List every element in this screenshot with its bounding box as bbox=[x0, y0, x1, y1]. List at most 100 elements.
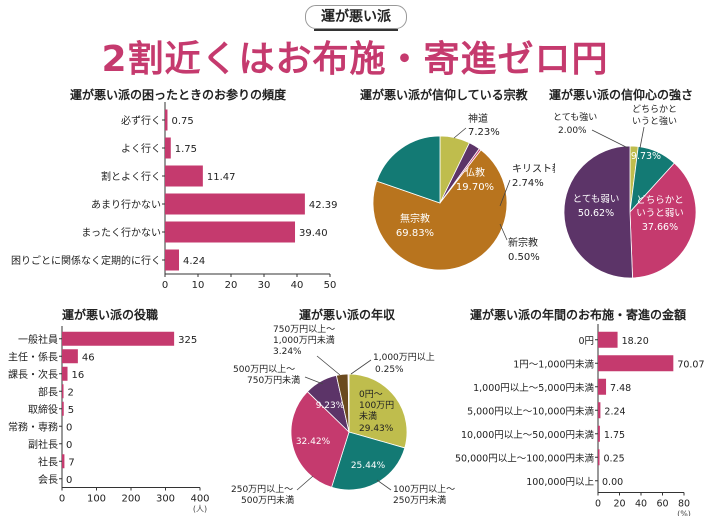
position-x-tick-label: 0 bbox=[59, 494, 65, 505]
donation-bar bbox=[598, 449, 600, 466]
faith-slice bbox=[629, 162, 697, 279]
donation-bar bbox=[598, 425, 600, 442]
income-value-750: 3.24% bbox=[273, 347, 302, 357]
faith-label-very-strong: とても強い bbox=[553, 111, 597, 123]
faith-label-weak-1: どちらかと bbox=[636, 195, 684, 206]
position-bar bbox=[62, 384, 64, 399]
income-label-250-1: 250万円以上〜 bbox=[231, 484, 293, 495]
position-unit-label: (人) bbox=[193, 505, 207, 514]
donation-category-label: 1,000円以上〜5,000円未満 bbox=[473, 382, 594, 394]
faith-leader-strong bbox=[639, 126, 645, 149]
position-x-tick-label: 100 bbox=[87, 494, 106, 505]
faith-label-weak-2: いうと弱い bbox=[636, 208, 684, 219]
income-label-1000: 1,000万円以上 bbox=[373, 352, 435, 363]
visit-value-label: 4.24 bbox=[183, 256, 205, 267]
position-value-label: 7 bbox=[68, 457, 74, 468]
religion-label-buddhism: 仏教 bbox=[465, 166, 485, 179]
visit-category-label: あまり行かない bbox=[91, 198, 161, 211]
income-slice bbox=[348, 373, 408, 449]
position-bar bbox=[62, 349, 78, 364]
donation-x-tick-label: 60 bbox=[656, 499, 668, 510]
position-bar bbox=[62, 454, 65, 469]
position-bar bbox=[62, 331, 175, 346]
income-label-100-1: 100万円以上〜 bbox=[393, 484, 455, 495]
position-chart: 一般社員 325 主任・係長 46 課長・次長 16 部長 2 取締役 5 常務・専務 0 副社長 0 社長… bbox=[8, 326, 210, 514]
income-leader-750 bbox=[316, 355, 341, 376]
donation-category-label: 0円 bbox=[578, 336, 594, 347]
religion-value-shinto: 7.23% bbox=[468, 127, 500, 138]
position-category-label: 課長・次長 bbox=[8, 368, 58, 381]
religion-label-shinto: 神道 bbox=[468, 112, 488, 125]
visit-unit-label: (%) bbox=[323, 291, 337, 292]
faith-value-very-weak: 50.62% bbox=[578, 208, 614, 219]
income-slice bbox=[290, 390, 350, 488]
faith-pie-chart: とても強い2.00%どちらかというと強い9.73%どちらかというと弱い37.66… bbox=[553, 104, 697, 279]
income-value-1000: 0.25% bbox=[375, 365, 404, 375]
religion-label-new: 新宗教 bbox=[508, 236, 538, 249]
donation-category-label: 50,000円以上〜100,000円未満 bbox=[455, 452, 595, 464]
donation-x-tick-label: 0 bbox=[595, 499, 601, 510]
donation-x-tick-label: 80 bbox=[678, 499, 690, 510]
visit-value-label: 0.75 bbox=[171, 116, 193, 127]
income-label-0-1: 0円〜 bbox=[359, 389, 383, 400]
faith-chart-title: 運が悪い派の信仰心の強さ bbox=[549, 88, 694, 102]
visit-bar bbox=[165, 165, 203, 187]
visit-value-label: 42.39 bbox=[309, 200, 338, 211]
income-value-250: 32.42% bbox=[296, 437, 331, 447]
header-banner: 運が悪い派 2割近くはお布施・寄進ゼロ円 bbox=[0, 0, 710, 82]
faith-value-strong: 9.73% bbox=[631, 151, 661, 162]
donation-value-label: 1.75 bbox=[604, 430, 625, 441]
visit-x-tick-label: 0 bbox=[162, 280, 168, 291]
position-value-label: 46 bbox=[82, 352, 95, 363]
position-category-label: 社長 bbox=[38, 455, 58, 468]
income-slice bbox=[331, 431, 406, 491]
income-value-500: 9.23% bbox=[316, 401, 345, 411]
donation-value-label: 2.24 bbox=[604, 406, 625, 417]
position-value-label: 325 bbox=[178, 335, 197, 346]
donation-x-tick-label: 20 bbox=[613, 499, 625, 510]
visit-bar bbox=[165, 137, 171, 159]
income-chart-title: 運が悪い派の年収 bbox=[299, 308, 396, 322]
visit-category-label: 必ず行く bbox=[121, 114, 161, 127]
visit-x-tick-label: 20 bbox=[225, 280, 238, 291]
position-category-label: 取締役 bbox=[28, 403, 58, 416]
religion-slice bbox=[372, 149, 508, 271]
religion-slice bbox=[376, 135, 441, 204]
income-label-0-3: 未満 bbox=[359, 410, 377, 422]
position-chart-title: 運が悪い派の役職 bbox=[62, 308, 159, 322]
position-value-label: 16 bbox=[72, 370, 85, 381]
income-slice bbox=[347, 373, 350, 433]
income-label-750-1: 750万円以上〜 bbox=[273, 324, 335, 335]
donation-value-label: 7.48 bbox=[610, 383, 631, 394]
donation-unit-label: (%) bbox=[677, 510, 691, 516]
income-label-250-2: 500万円未満 bbox=[241, 494, 294, 506]
donation-bar bbox=[598, 402, 601, 419]
position-x-tick-label: 400 bbox=[190, 494, 209, 505]
visit-chart-title: 運が悪い派の困ったときのお参りの頻度 bbox=[70, 88, 287, 102]
visit-bar bbox=[165, 193, 305, 215]
donation-x-tick-label: 40 bbox=[635, 499, 647, 510]
donation-bar bbox=[598, 331, 618, 348]
position-value-label: 0 bbox=[66, 440, 72, 451]
income-label-750-2: 1,000万円未満 bbox=[273, 334, 335, 346]
visit-category-label: まったく行かない bbox=[81, 226, 161, 239]
visit-x-tick-label: 30 bbox=[258, 280, 271, 291]
faith-slice bbox=[563, 145, 633, 279]
donation-category-label: 1円〜1,000円未満 bbox=[513, 358, 594, 370]
headline: 2割近くはお布施・寄進ゼロ円 bbox=[101, 39, 609, 80]
donation-chart-title: 運が悪い派の年間のお布施・寄進の金額 bbox=[470, 308, 687, 322]
visit-bar bbox=[165, 109, 168, 131]
header-badge: 運が悪い派 bbox=[305, 5, 407, 31]
donation-category-label: 10,000円以上〜50,000円未満 bbox=[461, 429, 594, 441]
religion-leader-new bbox=[499, 223, 508, 241]
religion-value-none: 69.83% bbox=[396, 228, 434, 239]
donation-value-label: 0.25 bbox=[604, 453, 625, 464]
visit-value-label: 39.40 bbox=[299, 228, 328, 239]
religion-leader-shinto bbox=[453, 127, 467, 139]
religion-value-christian: 2.74% bbox=[512, 178, 544, 189]
donation-value-label: 18.20 bbox=[622, 336, 649, 347]
position-bar bbox=[62, 366, 68, 381]
visit-category-label: 割とよく行く bbox=[101, 170, 161, 183]
religion-label-none: 無宗教 bbox=[400, 212, 430, 225]
